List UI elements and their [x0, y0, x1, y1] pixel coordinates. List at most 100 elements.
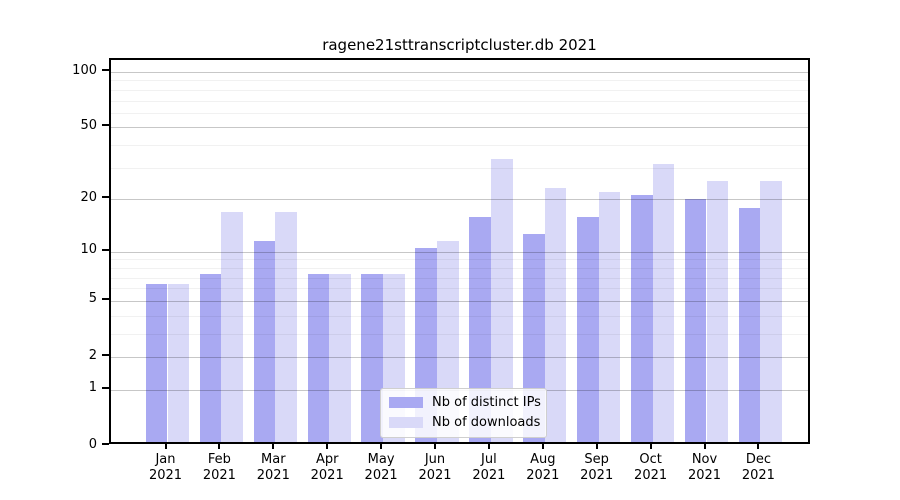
- x-axis-label-jun: Jun 2021: [408, 452, 462, 484]
- month-label: May: [367, 452, 395, 467]
- month-label: Sep: [584, 452, 609, 467]
- month-label: Aug: [530, 452, 556, 467]
- year-label: 2021: [580, 468, 614, 483]
- y-axis-tick-label: 5: [88, 291, 97, 307]
- bar-downloads-apr: [329, 273, 351, 442]
- y-axis-tick: [102, 69, 109, 71]
- y-axis-tick: [102, 386, 109, 389]
- month-label: Oct: [639, 452, 662, 467]
- x-axis-label-mar: Mar 2021: [246, 452, 300, 484]
- gridline-minor: [111, 267, 808, 269]
- x-axis-label-dec: Dec 2021: [731, 452, 785, 484]
- bar-downloads-feb: [221, 212, 244, 442]
- gridline-major: [111, 251, 808, 253]
- chart-title: ragene21sttranscriptcluster.db 2021: [322, 36, 597, 54]
- x-axis-tick: [380, 444, 383, 449]
- bar-distinct-ips-feb: [199, 273, 222, 442]
- x-axis-label-nov: Nov 2021: [678, 452, 732, 484]
- gridline-major: [111, 300, 808, 302]
- year-label: 2021: [687, 468, 722, 483]
- year-label: 2021: [364, 468, 398, 483]
- y-axis-tick-label: 1: [88, 380, 97, 396]
- year-label: 2021: [526, 468, 560, 483]
- year-label: 2021: [310, 468, 344, 483]
- month-label: Dec: [745, 452, 771, 467]
- bar-distinct-ips-sep: [577, 217, 599, 442]
- x-axis-tick: [164, 444, 167, 449]
- bar-downloads-sep: [598, 191, 621, 442]
- x-axis-tick: [272, 444, 275, 449]
- year-label: 2021: [418, 468, 452, 483]
- bar-distinct-ips-jan: [145, 284, 168, 442]
- gridline-minor: [111, 277, 808, 279]
- bar-distinct-ips-apr: [307, 273, 330, 442]
- bar-distinct-ips-nov: [684, 199, 707, 442]
- bar-downloads-oct: [652, 163, 675, 442]
- gridline-minor: [111, 89, 808, 91]
- plot-area: [109, 58, 810, 444]
- bar-distinct-ips-dec: [738, 207, 761, 442]
- gridline-minor: [111, 145, 808, 147]
- y-axis-tick-label: 10: [80, 242, 97, 258]
- year-label: 2021: [741, 468, 775, 483]
- legend-item-distinct-ips: Nb of distinct IPs: [389, 395, 541, 410]
- bar-downloads-jul: [490, 158, 513, 442]
- month-label: Jan: [155, 452, 176, 467]
- x-axis-label-jan: Jan 2021: [139, 452, 193, 484]
- y-axis-tick: [102, 248, 109, 251]
- gridline-minor: [111, 112, 808, 114]
- x-axis-tick: [595, 444, 598, 449]
- gridline-major: [111, 72, 808, 73]
- y-axis-tick: [102, 443, 109, 445]
- x-axis-tick: [541, 444, 544, 449]
- gridline-minor: [111, 80, 808, 82]
- x-axis-label-jul: Jul 2021: [462, 452, 516, 484]
- legend-swatch-downloads: [389, 417, 423, 428]
- legend: Nb of distinct IPs Nb of downloads: [380, 388, 547, 438]
- x-axis-tick: [757, 444, 760, 449]
- month-label: Jun: [424, 452, 446, 467]
- bar-downloads-nov: [706, 181, 729, 442]
- y-axis-tick: [102, 124, 109, 127]
- bar-distinct-ips-jul: [469, 217, 491, 442]
- year-label: 2021: [202, 468, 236, 483]
- bar-distinct-ips-oct: [630, 195, 653, 442]
- gridline-minor: [111, 315, 808, 317]
- bar-downloads-dec: [760, 181, 783, 442]
- y-axis-tick: [102, 354, 109, 356]
- y-axis-tick: [102, 297, 109, 300]
- x-axis-tick: [326, 444, 329, 449]
- x-axis-tick: [487, 444, 490, 449]
- y-axis-tick-label: 0: [88, 436, 97, 452]
- x-axis-label-feb: Feb 2021: [192, 452, 246, 484]
- gridline-minor: [111, 333, 808, 335]
- year-label: 2021: [472, 468, 506, 483]
- y-axis-tick: [102, 196, 109, 199]
- x-axis-tick: [649, 444, 652, 449]
- gridline-major: [111, 127, 808, 129]
- bar-downloads-jan: [167, 284, 190, 442]
- x-axis-label-may: May 2021: [354, 452, 408, 484]
- year-label: 2021: [634, 468, 668, 483]
- x-axis-label-apr: Apr 2021: [300, 452, 354, 484]
- y-axis-tick-label: 100: [72, 62, 97, 78]
- x-axis-tick: [703, 444, 706, 449]
- y-axis-tick-label: 2: [88, 347, 97, 363]
- y-axis-tick-label: 20: [80, 189, 97, 205]
- x-axis-tick: [434, 444, 436, 449]
- gridline-minor: [111, 100, 808, 102]
- legend-item-downloads: Nb of downloads: [389, 415, 540, 430]
- month-label: Feb: [207, 452, 231, 467]
- month-label: Apr: [315, 452, 339, 467]
- gridline-major: [111, 199, 808, 201]
- legend-swatch-distinct-ips: [389, 397, 423, 408]
- y-axis-tick-label: 50: [80, 117, 97, 133]
- month-label: Nov: [691, 452, 718, 467]
- bar-downloads-aug: [544, 187, 567, 442]
- legend-label-distinct-ips: Nb of distinct IPs: [432, 395, 541, 410]
- gridline-minor: [111, 167, 808, 169]
- gridline-major: [111, 357, 808, 358]
- x-axis-label-sep: Sep 2021: [570, 452, 624, 484]
- year-label: 2021: [148, 468, 183, 483]
